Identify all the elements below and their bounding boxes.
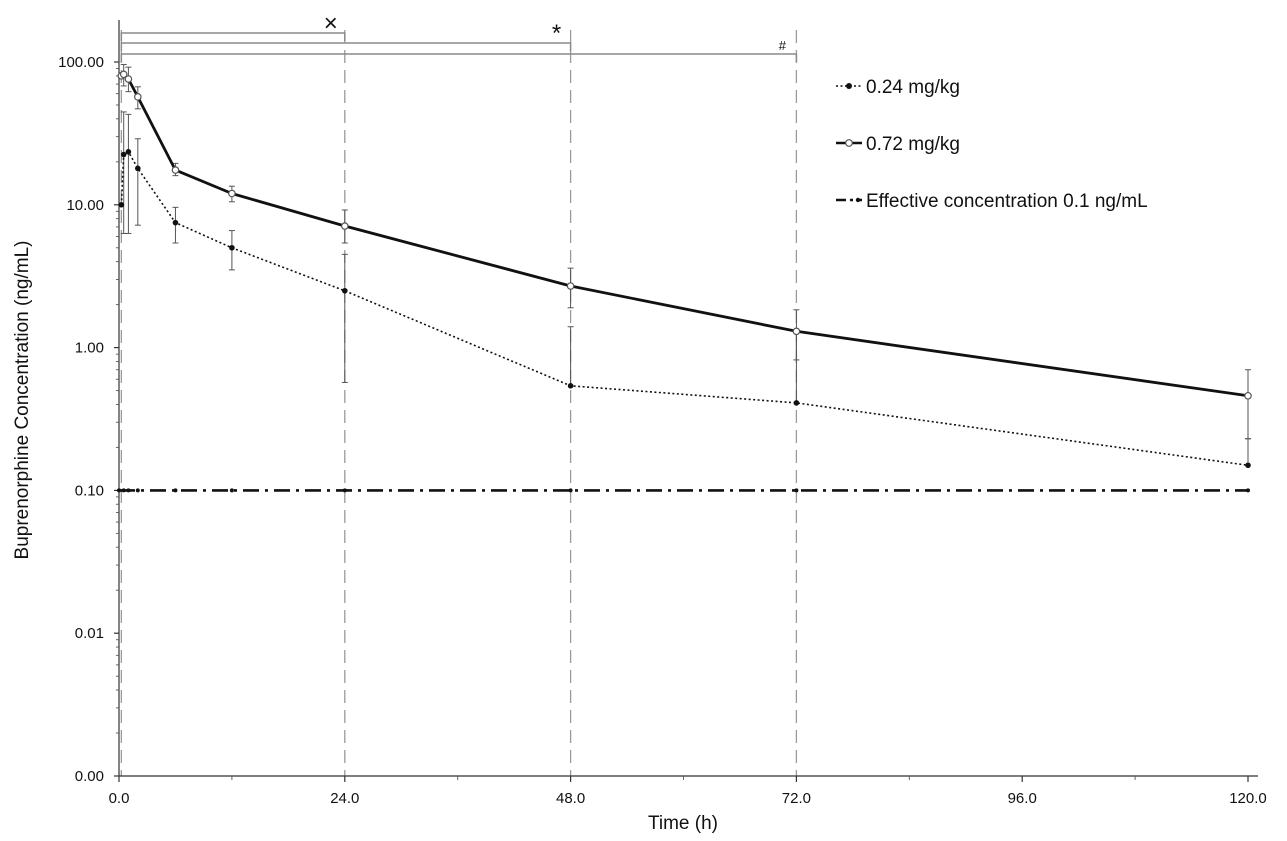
- data-point: [568, 488, 573, 493]
- y-tick-label: 1.00: [75, 340, 104, 357]
- significance-marker: #: [779, 38, 787, 53]
- data-point: [566, 282, 575, 290]
- x-tick-label: 96.0: [1008, 790, 1037, 807]
- x-tick-label: 72.0: [782, 790, 811, 807]
- error-bars-layer: [120, 64, 1251, 466]
- significance-brackets-layer: × * #: [120, 10, 798, 62]
- data-point: [229, 244, 235, 251]
- data-point: [229, 488, 234, 493]
- data-point: [126, 488, 131, 493]
- data-point: [792, 327, 801, 336]
- data-point: [134, 93, 142, 101]
- data-point: [121, 488, 126, 493]
- axes-layer: 0.00 0.01 0.10 1.00 10.00 100.00 0.0 24.0 48.0 72…: [58, 20, 1267, 807]
- x-tick-label: 0.0: [109, 790, 130, 807]
- x-axis-title: Time (h): [648, 813, 718, 834]
- legend: 0.24 mg/kg 0.72 mg/kg Effective concentrat…: [836, 77, 1148, 212]
- data-point: [172, 219, 179, 226]
- series-line: [120, 72, 1249, 398]
- data-point: [120, 151, 127, 158]
- data-point: [342, 287, 348, 294]
- legend-label: Effective concentration 0.1 ng/mL: [866, 191, 1148, 212]
- y-axis-title: Buprenorphine Concentration (ng/mL): [12, 241, 33, 560]
- data-point: [118, 202, 125, 208]
- significance-bracket: [120, 32, 346, 41]
- data-point: [124, 75, 133, 83]
- data-point: [567, 383, 574, 389]
- series-layer: [117, 70, 1252, 493]
- significance-marker: *: [552, 20, 561, 47]
- x-tick-label: 24.0: [330, 790, 359, 807]
- data-point: [340, 222, 349, 230]
- y-tick-label: 100.00: [58, 54, 104, 71]
- legend-label: 0.72 mg/kg: [866, 134, 960, 155]
- x-tick-label: 48.0: [556, 790, 585, 807]
- legend-swatch-marker: [855, 197, 861, 203]
- data-point: [119, 70, 128, 79]
- y-tick-label: 0.00: [75, 768, 104, 785]
- guide-lines-layer: [120, 30, 798, 776]
- significance-marker: ×: [324, 10, 338, 37]
- data-point: [135, 165, 141, 172]
- data-point: [1246, 488, 1250, 493]
- y-tick-label: 10.00: [66, 197, 104, 214]
- data-point: [1244, 391, 1252, 400]
- series-line: [120, 151, 1249, 467]
- legend-label: 0.24 mg/kg: [866, 77, 960, 98]
- data-point: [228, 189, 236, 198]
- data-point: [171, 166, 180, 174]
- legend-swatch-marker: [845, 139, 853, 147]
- data-point: [173, 488, 178, 493]
- data-point: [1245, 462, 1251, 469]
- significance-bracket: [120, 42, 572, 51]
- data-point: [135, 488, 140, 493]
- data-point: [342, 488, 347, 493]
- data-point: [117, 488, 121, 493]
- data-point: [794, 488, 799, 493]
- significance-bracket: [120, 53, 798, 62]
- legend-swatch-marker: [846, 83, 852, 89]
- data-point: [793, 400, 800, 406]
- y-tick-label: 0.10: [75, 482, 104, 499]
- data-point: [125, 149, 132, 155]
- x-tick-label: 120.0: [1229, 790, 1267, 807]
- y-tick-label: 0.01: [75, 625, 104, 642]
